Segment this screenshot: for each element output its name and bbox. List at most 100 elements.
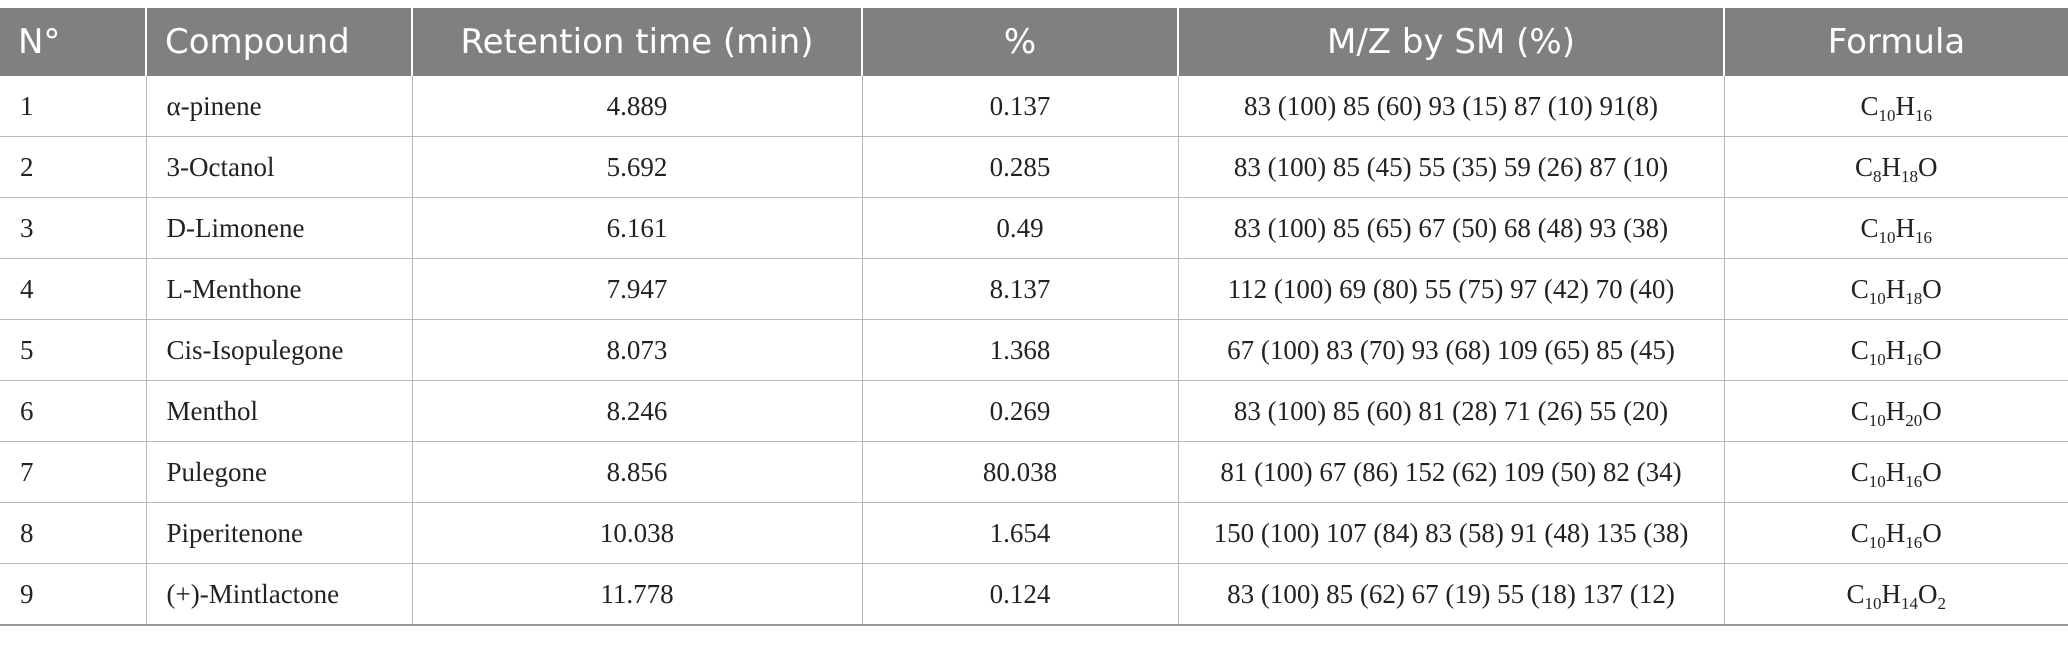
formula-subscript: 16 xyxy=(1905,532,1923,552)
cell-percent: 1.654 xyxy=(862,502,1179,564)
formula-element: O xyxy=(1918,578,1938,609)
formula-subscript: 10 xyxy=(1868,349,1886,369)
formula-subscript: 10 xyxy=(1878,227,1896,247)
formula-subscript: 16 xyxy=(1915,105,1932,125)
cell-percent: 8.137 xyxy=(862,258,1179,320)
cell-percent: 1.368 xyxy=(862,319,1179,381)
formula-subscript: 10 xyxy=(1878,105,1896,125)
cell-compound: Cis-Isopulegone xyxy=(146,319,413,381)
formula-subscript: 10 xyxy=(1864,593,1882,613)
cell-compound: (+)-Mintlactone xyxy=(146,563,413,626)
formula-element: C xyxy=(1850,517,1869,548)
formula-element: C xyxy=(1850,273,1869,304)
cell-formula: C10H16O xyxy=(1724,319,2068,381)
cell-retention-time: 8.856 xyxy=(412,441,863,503)
cell-formula: C10H20O xyxy=(1724,380,2068,442)
cell-number: 6 xyxy=(0,380,147,442)
header-percent: % xyxy=(862,8,1179,76)
table-body: 1 α-pinene 4.889 0.137 83 (100) 85 (60) … xyxy=(0,76,2068,626)
cell-mz: 81 (100) 67 (86) 152 (62) 109 (50) 82 (3… xyxy=(1178,441,1725,503)
formula-subscript: 10 xyxy=(1868,532,1886,552)
cell-number: 9 xyxy=(0,563,147,626)
cell-formula: C10H14O2 xyxy=(1724,563,2068,626)
formula-subscript: 2 xyxy=(1937,593,1947,613)
formula-element: H xyxy=(1885,456,1906,487)
formula-subscript: 20 xyxy=(1905,410,1923,430)
cell-compound: Pulegone xyxy=(146,441,413,503)
cell-formula: C10H16 xyxy=(1724,197,2068,259)
formula-element: H xyxy=(1885,334,1906,365)
cell-percent: 0.285 xyxy=(862,136,1179,198)
formula-subscript: 10 xyxy=(1868,471,1886,491)
header-row: N° Compound Retention time (min) % M/Z b… xyxy=(0,8,2068,76)
table-row: 4 L-Menthone 7.947 8.137 112 (100) 69 (8… xyxy=(0,258,2068,320)
cell-mz: 83 (100) 85 (60) 81 (28) 71 (26) 55 (20) xyxy=(1178,380,1725,442)
formula-element: H xyxy=(1895,212,1916,243)
cell-percent: 80.038 xyxy=(862,441,1179,503)
formula-subscript: 18 xyxy=(1905,288,1923,308)
cell-percent: 0.269 xyxy=(862,380,1179,442)
formula-element: H xyxy=(1885,273,1906,304)
cell-compound: Menthol xyxy=(146,380,413,442)
formula-element: C xyxy=(1850,456,1869,487)
cell-formula: C10H16O xyxy=(1724,502,2068,564)
formula-subscript: 16 xyxy=(1905,349,1923,369)
table-row: 7 Pulegone 8.856 80.038 81 (100) 67 (86)… xyxy=(0,441,2068,503)
formula-element: H xyxy=(1881,578,1902,609)
formula-element: H xyxy=(1885,395,1906,426)
cell-mz: 83 (100) 85 (65) 67 (50) 68 (48) 93 (38) xyxy=(1178,197,1725,259)
formula-element: C xyxy=(1854,151,1873,182)
cell-mz: 83 (100) 85 (62) 67 (19) 55 (18) 137 (12… xyxy=(1178,563,1725,626)
table-row: 5 Cis-Isopulegone 8.073 1.368 67 (100) 8… xyxy=(0,319,2068,381)
formula-element: C xyxy=(1846,578,1865,609)
table-row: 8 Piperitenone 10.038 1.654 150 (100) 10… xyxy=(0,502,2068,564)
header-number: N° xyxy=(0,8,147,76)
cell-mz: 150 (100) 107 (84) 83 (58) 91 (48) 135 (… xyxy=(1178,502,1725,564)
cell-formula: C10H18O xyxy=(1724,258,2068,320)
cell-retention-time: 4.889 xyxy=(412,76,863,137)
table-row: 9 (+)-Mintlactone 11.778 0.124 83 (100) … xyxy=(0,563,2068,626)
cell-mz: 83 (100) 85 (45) 55 (35) 59 (26) 87 (10) xyxy=(1178,136,1725,198)
cell-number: 1 xyxy=(0,76,147,137)
formula-element: O xyxy=(1922,395,1942,426)
header-retention-time: Retention time (min) xyxy=(412,8,863,76)
cell-compound: D-Limonene xyxy=(146,197,413,259)
cell-number: 5 xyxy=(0,319,147,381)
formula-element: H xyxy=(1881,151,1902,182)
formula-subscript: 16 xyxy=(1915,227,1932,247)
cell-number: 3 xyxy=(0,197,147,259)
formula-subscript: 14 xyxy=(1901,593,1918,613)
cell-compound: L-Menthone xyxy=(146,258,413,320)
cell-retention-time: 7.947 xyxy=(412,258,863,320)
formula-element: C xyxy=(1850,395,1869,426)
table-row: 3 D-Limonene 6.161 0.49 83 (100) 85 (65)… xyxy=(0,197,2068,259)
table-header: N° Compound Retention time (min) % M/Z b… xyxy=(0,8,2068,76)
formula-element: O xyxy=(1922,273,1942,304)
formula-subscript: 16 xyxy=(1905,471,1923,491)
cell-compound: 3-Octanol xyxy=(146,136,413,198)
cell-mz: 67 (100) 83 (70) 93 (68) 109 (65) 85 (45… xyxy=(1178,319,1725,381)
cell-number: 8 xyxy=(0,502,147,564)
header-compound: Compound xyxy=(146,8,413,76)
cell-retention-time: 5.692 xyxy=(412,136,863,198)
formula-element: H xyxy=(1885,517,1906,548)
cell-mz: 83 (100) 85 (60) 93 (15) 87 (10) 91(8) xyxy=(1178,76,1725,137)
cell-compound: Piperitenone xyxy=(146,502,413,564)
compound-table: N° Compound Retention time (min) % M/Z b… xyxy=(0,8,2068,626)
formula-element: O xyxy=(1922,517,1942,548)
formula-element: C xyxy=(1850,334,1869,365)
cell-number: 2 xyxy=(0,136,147,198)
table-row: 6 Menthol 8.246 0.269 83 (100) 85 (60) 8… xyxy=(0,380,2068,442)
formula-element: O xyxy=(1922,334,1942,365)
cell-percent: 0.124 xyxy=(862,563,1179,626)
header-formula: Formula xyxy=(1724,8,2068,76)
cell-percent: 0.49 xyxy=(862,197,1179,259)
formula-element: C xyxy=(1860,90,1879,121)
formula-element: O xyxy=(1918,151,1938,182)
formula-subscript: 18 xyxy=(1901,166,1918,186)
compound-table-container: N° Compound Retention time (min) % M/Z b… xyxy=(0,8,2068,626)
cell-formula: C10H16O xyxy=(1724,441,2068,503)
cell-number: 7 xyxy=(0,441,147,503)
cell-number: 4 xyxy=(0,258,147,320)
cell-compound: α-pinene xyxy=(146,76,413,137)
